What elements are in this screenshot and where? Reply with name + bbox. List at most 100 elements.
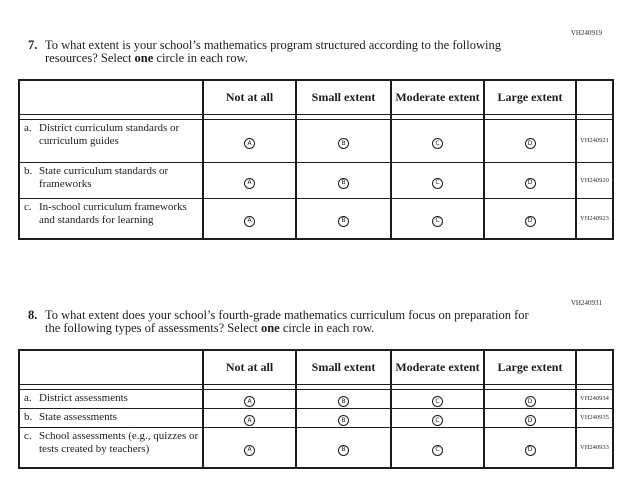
table-row: a. District assessments A B C D VH240934 bbox=[18, 388, 614, 409]
header-body-divider bbox=[18, 384, 614, 389]
col-header-not-at-all: Not at all bbox=[202, 79, 297, 115]
table-row: b. State curriculum standards or framewo… bbox=[18, 161, 614, 199]
row-admin-code: VH240935 bbox=[575, 407, 614, 428]
option-cell-not-at-all: A bbox=[202, 161, 297, 199]
option-circle-a[interactable]: A bbox=[244, 396, 255, 407]
option-cell-large-extent: D bbox=[483, 407, 577, 428]
question-7-number: 7. bbox=[28, 38, 38, 52]
option-cell-moderate-extent: C bbox=[390, 118, 485, 163]
table-row: c. School assessments (e.g., quizzes or … bbox=[18, 426, 614, 469]
row-label: State curriculum standards or frameworks bbox=[39, 164, 169, 190]
header-body-divider bbox=[18, 114, 614, 119]
row-label-cell: b. State assessments bbox=[18, 407, 204, 428]
row-letter: c. bbox=[24, 429, 32, 442]
option-circle-c[interactable]: C bbox=[432, 138, 443, 149]
option-circle-a[interactable]: A bbox=[244, 138, 255, 149]
option-cell-large-extent: D bbox=[483, 197, 577, 240]
row-label: In-school curriculum frameworks and stan… bbox=[39, 200, 187, 226]
code-column-header-cell bbox=[575, 349, 614, 385]
option-cell-small-extent: B bbox=[295, 407, 392, 428]
question-7-admin-code: VH240919 bbox=[570, 29, 602, 37]
option-circle-a[interactable]: A bbox=[244, 177, 255, 189]
question-8-text: 8. To what extent does your school’s fou… bbox=[28, 309, 612, 335]
option-circle-c[interactable]: C bbox=[432, 177, 443, 189]
col-header-large-extent: Large extent bbox=[483, 349, 577, 385]
option-circle-d[interactable]: D bbox=[524, 415, 536, 426]
row-label-cell: c. School assessments (e.g., quizzes or … bbox=[18, 426, 204, 469]
question-8: VH240931 8. To what extent does your sch… bbox=[18, 298, 614, 469]
question-8-prompt: To what extent does your school’s fourth… bbox=[45, 309, 537, 335]
option-circle-c[interactable]: C bbox=[432, 396, 443, 407]
row-letter: b. bbox=[24, 410, 33, 423]
option-circle-c[interactable]: C bbox=[432, 444, 443, 456]
option-circle-b[interactable]: B bbox=[338, 415, 349, 426]
option-circle-c[interactable]: C bbox=[432, 415, 443, 426]
option-circle-a[interactable]: A bbox=[244, 215, 255, 227]
row-label: District assessments bbox=[39, 391, 128, 404]
col-header-moderate-extent: Moderate extent bbox=[390, 349, 485, 385]
row-label-cell: a. District curriculum standards or curr… bbox=[18, 118, 204, 163]
option-cell-large-extent: D bbox=[483, 388, 577, 409]
col-header-large-extent: Large extent bbox=[483, 79, 577, 115]
option-cell-large-extent: D bbox=[483, 161, 577, 199]
prompt-bold-word: one bbox=[134, 51, 154, 65]
option-circle-b[interactable]: B bbox=[338, 177, 349, 189]
option-circle-b[interactable]: B bbox=[338, 138, 349, 149]
col-header-not-at-all: Not at all bbox=[202, 349, 297, 385]
option-cell-small-extent: B bbox=[295, 426, 392, 469]
row-label-cell: c. In-school curriculum frameworks and s… bbox=[18, 197, 204, 240]
header-row: Not at all Small extent Moderate extent … bbox=[18, 349, 614, 385]
option-cell-large-extent: D bbox=[483, 118, 577, 163]
option-circle-d[interactable]: D bbox=[524, 396, 536, 407]
prompt-text-end: circle in each row. bbox=[279, 321, 375, 335]
col-header-small-extent: Small extent bbox=[295, 349, 392, 385]
table-row: b. State assessments A B C D VH240935 bbox=[18, 407, 614, 428]
row-admin-code: VH240920 bbox=[575, 161, 614, 199]
option-circle-d[interactable]: D bbox=[524, 444, 536, 456]
question-8-admin-code: VH240931 bbox=[570, 299, 602, 307]
row-letter: b. bbox=[24, 164, 33, 177]
option-cell-not-at-all: A bbox=[202, 388, 297, 409]
row-letter: a. bbox=[24, 391, 32, 404]
option-cell-small-extent: B bbox=[295, 118, 392, 163]
option-circle-b[interactable]: B bbox=[338, 215, 349, 227]
option-circle-b[interactable]: B bbox=[338, 396, 349, 407]
header-row: Not at all Small extent Moderate extent … bbox=[18, 79, 614, 115]
question-8-number: 8. bbox=[28, 308, 38, 322]
row-label-cell: a. District assessments bbox=[18, 388, 204, 409]
option-circle-d[interactable]: D bbox=[524, 215, 536, 227]
row-label: School assessments (e.g., quizzes or tes… bbox=[39, 429, 199, 455]
table-row: c. In-school curriculum frameworks and s… bbox=[18, 197, 614, 240]
option-circle-c[interactable]: C bbox=[432, 215, 443, 227]
option-cell-not-at-all: A bbox=[202, 197, 297, 240]
option-circle-b[interactable]: B bbox=[338, 444, 349, 456]
option-cell-small-extent: B bbox=[295, 161, 392, 199]
row-label: State assessments bbox=[39, 410, 117, 423]
question-7-response-grid: Not at all Small extent Moderate extent … bbox=[18, 79, 614, 240]
option-cell-not-at-all: A bbox=[202, 407, 297, 428]
option-cell-moderate-extent: C bbox=[390, 426, 485, 469]
prompt-text: To what extent does your school’s fourth… bbox=[45, 308, 529, 335]
option-cell-moderate-extent: C bbox=[390, 407, 485, 428]
row-admin-code: VH240934 bbox=[575, 388, 614, 409]
col-header-moderate-extent: Moderate extent bbox=[390, 79, 485, 115]
prompt-text-end: circle in each row. bbox=[153, 51, 248, 65]
option-cell-large-extent: D bbox=[483, 426, 577, 469]
row-admin-code: VH240933 bbox=[575, 426, 614, 469]
option-cell-small-extent: B bbox=[295, 388, 392, 409]
row-label: District curriculum standards or curricu… bbox=[39, 121, 180, 147]
col-header-small-extent: Small extent bbox=[295, 79, 392, 115]
option-circle-a[interactable]: A bbox=[244, 444, 255, 456]
row-admin-code: VH240923 bbox=[575, 197, 614, 240]
question-7: VH240919 7. To what extent is your schoo… bbox=[18, 28, 614, 240]
prompt-text: To what extent is your school’s mathemat… bbox=[45, 38, 501, 65]
option-circle-a[interactable]: A bbox=[244, 415, 255, 426]
option-circle-d[interactable]: D bbox=[524, 138, 536, 149]
stub-header-cell bbox=[18, 349, 204, 385]
option-circle-d[interactable]: D bbox=[524, 177, 536, 189]
row-letter: c. bbox=[24, 200, 32, 213]
table-row: a. District curriculum standards or curr… bbox=[18, 118, 614, 163]
option-cell-moderate-extent: C bbox=[390, 161, 485, 199]
option-cell-moderate-extent: C bbox=[390, 388, 485, 409]
question-7-text: 7. To what extent is your school’s mathe… bbox=[28, 39, 612, 65]
